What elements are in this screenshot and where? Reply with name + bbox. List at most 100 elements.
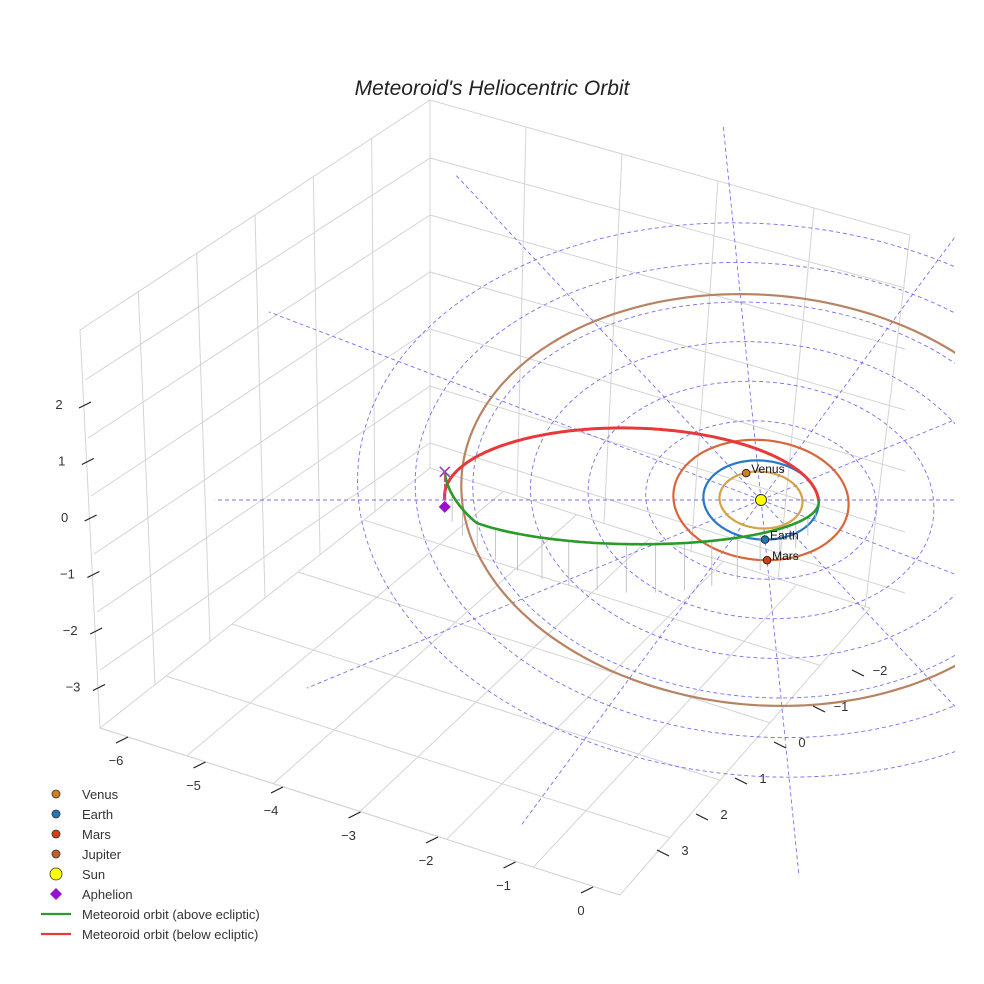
axis-ticks: 2 1 0 −1 −2 −3 −6 −5 −4 −3 −2 −1 0 −2 −1 0 1 2 3 (55, 397, 887, 918)
label-venus: Venus (751, 462, 784, 476)
z-tick-label: −2 (63, 623, 78, 638)
ecliptic-spoke (520, 499, 762, 827)
legend-label: Meteoroid orbit (below ecliptic) (82, 927, 258, 942)
x-tick-mark (425, 836, 439, 844)
z-tick-label: 2 (55, 397, 62, 412)
y-tick-mark (734, 777, 748, 785)
body-earth (760, 535, 770, 544)
grid-line (196, 253, 211, 642)
grid-line (516, 126, 527, 497)
label-earth: Earth (770, 529, 799, 543)
aphelion-diamond (438, 500, 451, 513)
grid-line (363, 519, 821, 666)
z-tick-mark (92, 683, 106, 692)
legend-swatch (51, 809, 61, 819)
grid-line (690, 180, 719, 553)
y-tick-label: −1 (834, 699, 849, 714)
grid-line (87, 214, 431, 439)
orbit-earth (702, 459, 820, 541)
grid-line (99, 442, 431, 671)
body-venus (741, 468, 751, 478)
grid-line (137, 291, 156, 685)
ecliptic-spoke (306, 499, 762, 689)
grid-line (603, 153, 623, 525)
body-mars (762, 555, 772, 565)
z-tick-label: 1 (58, 454, 65, 469)
x-tick-label: −5 (186, 778, 201, 793)
grid-line (429, 271, 906, 411)
meteoroid-orbit-above (443, 471, 820, 546)
x-tick-label: −4 (264, 803, 279, 818)
y-tick-label: 2 (720, 807, 727, 822)
x-tick-label: −2 (419, 853, 434, 868)
grid-line (619, 607, 871, 896)
legend-swatch (51, 849, 61, 859)
grid-line (429, 467, 871, 609)
z-tick-mark (78, 401, 92, 409)
legend: Venus Earth Mars Jupiter Sun Aphelion Meteoroi… (41, 787, 260, 942)
y-tick-mark (773, 741, 787, 749)
grid-line (254, 214, 266, 599)
grid-line (429, 157, 906, 289)
grid-line (165, 675, 671, 839)
z-tick-label: −3 (66, 680, 81, 695)
grid-line (446, 560, 724, 840)
legend-label: Jupiter (82, 847, 122, 862)
legend-label: Aphelion (82, 887, 133, 902)
y-tick-mark (656, 849, 670, 857)
aphelion-x-marker (439, 466, 451, 478)
ecliptic-spoke (722, 123, 762, 501)
z-tick-label: 0 (61, 510, 68, 525)
grid-line (99, 467, 431, 729)
body-sun (755, 494, 767, 506)
y-tick-label: 1 (759, 771, 766, 786)
ecliptic-spoke (454, 173, 762, 501)
ecliptic-spoke (268, 311, 762, 501)
z-tick-mark (81, 457, 95, 466)
meteoroid-orbit-below (443, 426, 820, 501)
x-tick-mark (580, 886, 594, 894)
grid-line (84, 157, 431, 381)
legend-swatch (51, 789, 61, 799)
grid-line (297, 571, 771, 724)
chart-title: Meteoroid's Heliocentric Orbit (355, 77, 631, 100)
grid-line (96, 385, 431, 613)
grid-line (429, 385, 906, 533)
grid-line (79, 329, 101, 729)
x-tick-label: −1 (496, 878, 511, 893)
legend-label: Venus (82, 787, 119, 802)
legend-label: Meteoroid orbit (above ecliptic) (82, 907, 260, 922)
x-tick-mark (270, 786, 284, 794)
z-tick-mark (87, 570, 100, 579)
grid-line (429, 214, 906, 350)
y-tick-label: 3 (681, 843, 688, 858)
y-tick-mark (812, 705, 826, 713)
z-tick-mark (89, 627, 103, 635)
x-tick-mark (348, 811, 361, 819)
grid-line (371, 138, 376, 512)
meteoroid-layer (438, 426, 820, 593)
orbit-jupiter (460, 292, 955, 708)
legend-swatch (51, 829, 61, 839)
grid-line (90, 271, 431, 497)
grid-line (359, 537, 651, 812)
grid-line (532, 584, 798, 868)
y-tick-label: 0 (798, 735, 805, 750)
label-mars: Mars (772, 549, 799, 563)
orbit-venus (718, 470, 804, 530)
x-tick-mark (193, 761, 206, 769)
grid-line (312, 176, 321, 555)
grid-line (777, 207, 815, 581)
grid-line (231, 623, 721, 781)
legend-swatch (49, 867, 63, 881)
grid-line (864, 234, 911, 609)
legend-swatch (50, 888, 62, 900)
bodies-layer: Venus Earth Mars (741, 462, 799, 565)
box-grid (79, 99, 911, 896)
x-tick-mark (115, 736, 129, 744)
x-tick-label: 0 (577, 903, 584, 918)
legend-label: Sun (82, 867, 105, 882)
legend-label: Mars (82, 827, 111, 842)
